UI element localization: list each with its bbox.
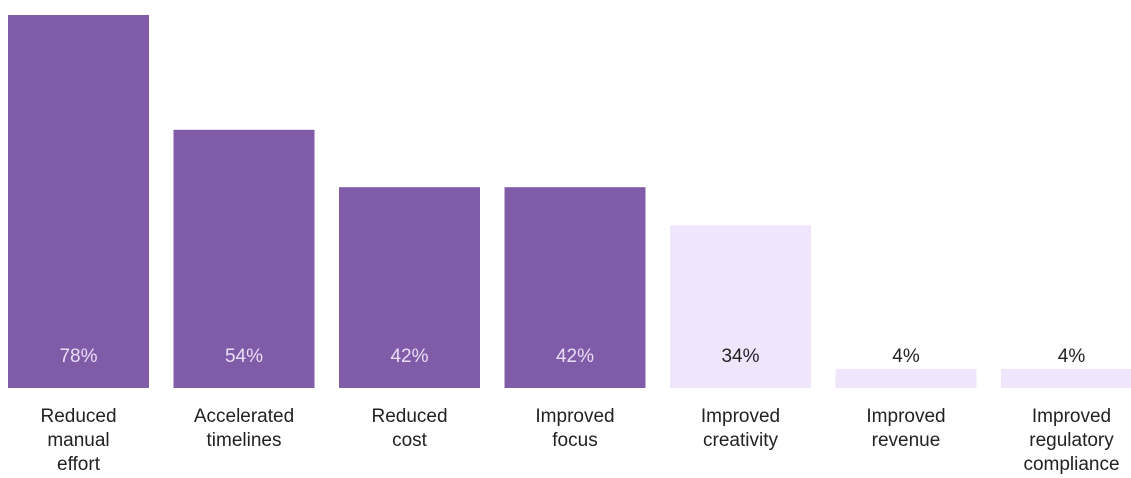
category-label-line: Accelerated <box>194 406 294 427</box>
bar <box>339 187 480 388</box>
bars-group <box>8 15 1131 389</box>
category-label: Improved creativity <box>701 406 780 451</box>
bar <box>835 368 977 388</box>
category-label: Reduced cost <box>371 406 447 451</box>
category-label: Improved regulatory compliance <box>1023 406 1119 475</box>
category-label-line: compliance <box>1023 454 1119 475</box>
category-label-line: timelines <box>207 430 282 451</box>
category-label-line: focus <box>552 430 597 451</box>
bar-value-label: 4% <box>892 346 920 367</box>
bar-value-label: 54% <box>225 346 263 367</box>
category-label-line: regulatory <box>1029 430 1114 451</box>
category-labels-group: Reduced manual effort Accelerated timelines R… <box>40 406 1119 475</box>
category-label: Improved focus <box>535 406 614 451</box>
bar <box>1001 368 1131 388</box>
category-label: Improved revenue <box>866 406 945 451</box>
bar <box>173 129 315 389</box>
category-label-line: Improved <box>1032 406 1111 427</box>
category-label-line: Reduced <box>371 406 447 427</box>
bar-value-label: 4% <box>1058 346 1086 367</box>
category-label-line: manual <box>47 430 109 451</box>
category-label-line: creativity <box>703 430 778 451</box>
bar-value-label: 34% <box>721 346 759 367</box>
bar <box>8 15 149 388</box>
category-label-line: effort <box>57 454 101 475</box>
bar <box>670 225 811 388</box>
value-labels-group: 78% 54% 42% 42% 34% 4% 4% <box>59 346 1085 367</box>
category-label-line: Improved <box>701 406 780 427</box>
category-label-line: Reduced <box>40 406 116 427</box>
category-label-line: revenue <box>872 430 941 451</box>
bar <box>504 187 646 388</box>
category-label: Accelerated timelines <box>194 406 294 451</box>
category-label-line: Improved <box>866 406 945 427</box>
category-label-line: cost <box>392 430 428 451</box>
bar-value-label: 42% <box>390 346 428 367</box>
bar-value-label: 78% <box>59 346 97 367</box>
bar-value-label: 42% <box>556 346 594 367</box>
category-label: Reduced manual effort <box>40 406 116 475</box>
category-label-line: Improved <box>535 406 614 427</box>
